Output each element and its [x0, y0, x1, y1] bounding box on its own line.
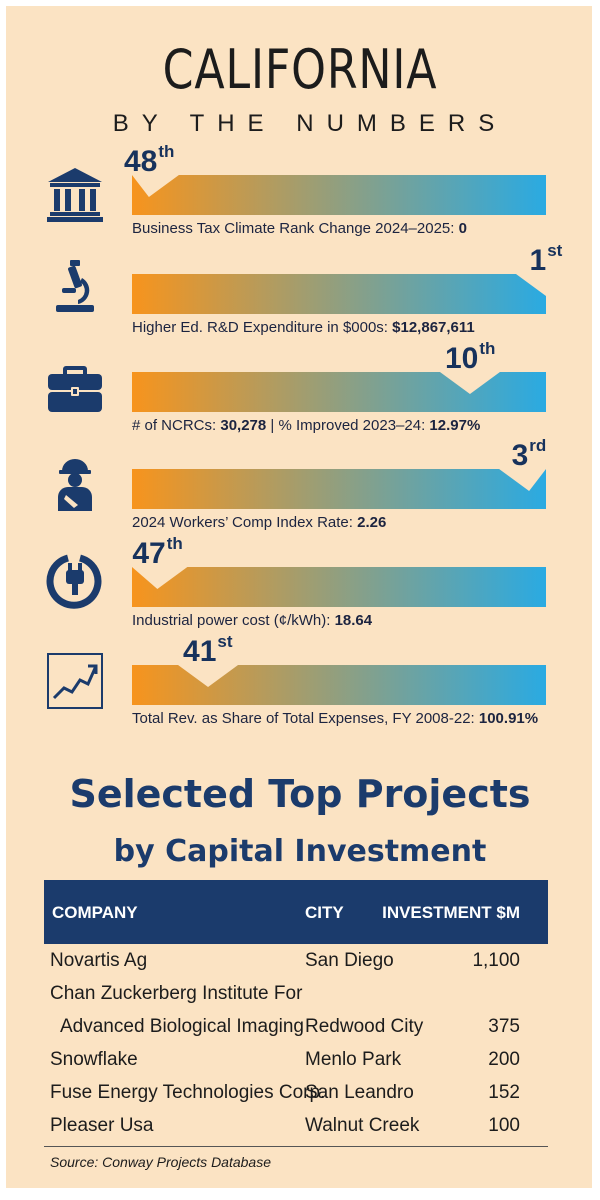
metric-bar: [132, 175, 546, 215]
metric-bar-graphic: [132, 469, 546, 509]
company-cell: Fuse Energy Technologies Corp.: [50, 1082, 326, 1103]
table-row: Pleaser Usa Walnut Creek 100: [44, 1115, 548, 1141]
metric-label: Higher Ed. R&D Expenditure in $000s:: [132, 319, 393, 336]
rank-number: 3: [511, 439, 529, 472]
metric-bar-shape: [132, 274, 546, 314]
page-subtitle: BY THE NUMBERS: [112, 110, 508, 137]
city-cell: Menlo Park: [305, 1049, 402, 1070]
investment-cell: 1,100: [472, 950, 520, 971]
metric-label: Business Tax Climate Rank Change 2024–20…: [132, 220, 459, 237]
investment-cell: 375: [488, 1016, 520, 1037]
projects-table-header: COMPANY CITY INVESTMENT $M: [44, 880, 548, 944]
table-row: Fuse Energy Technologies Corp. San Leand…: [44, 1082, 548, 1108]
metric-bar-shape: [132, 665, 546, 705]
table-row: Chan Zuckerberg Institute For: [44, 983, 548, 1009]
metric-label: Total Rev. as Share of Total Expenses, F…: [132, 710, 479, 727]
rank-label: 10th: [444, 340, 495, 375]
metric-label: # of NCRCs:: [132, 417, 221, 434]
metric-caption: Higher Ed. R&D Expenditure in $000s: $12…: [132, 319, 475, 336]
metric-caption: 2024 Workers’ Comp Index Rate: 2.26: [132, 514, 386, 531]
microscope-icon: [46, 258, 104, 316]
column-header-company: COMPANY: [52, 903, 138, 922]
projects-title: Selected Top Projects: [69, 772, 531, 816]
government-building-icon: [46, 166, 104, 224]
rank-label: 47th: [132, 535, 182, 570]
metric-bar-shape: [132, 469, 546, 509]
rank-suffix: th: [166, 534, 183, 553]
table-rule: [44, 1146, 548, 1147]
metric-value: 18.64: [334, 612, 373, 629]
company-cell: Snowflake: [50, 1049, 138, 1070]
metric-bar: [132, 469, 546, 509]
rank-suffix: rd: [529, 436, 547, 455]
rank-suffix: st: [547, 241, 563, 260]
city-cell: San Leandro: [305, 1082, 414, 1103]
metric-bar-graphic: [132, 274, 546, 314]
rank-label: 3rd: [511, 437, 547, 472]
metric-bar: [132, 372, 546, 412]
column-header-investment: INVESTMENT $M: [382, 903, 520, 922]
city-cell: Walnut Creek: [305, 1115, 420, 1136]
metric-value: 100.91%: [478, 710, 539, 727]
metric-value: 30,278: [220, 417, 267, 434]
metric-bar-graphic: [132, 567, 546, 607]
table-row: Snowflake Menlo Park 200: [44, 1049, 548, 1075]
investment-cell: 200: [488, 1049, 520, 1070]
metric-value: $12,867,611: [392, 319, 475, 336]
company-cell: Novartis Ag: [50, 950, 148, 971]
rank-suffix: st: [217, 632, 233, 651]
metric-label: 2024 Workers’ Comp Index Rate:: [132, 514, 358, 531]
investment-cell: 100: [488, 1115, 520, 1136]
rank-number: 47: [132, 537, 166, 570]
metric-label: Industrial power cost (¢/kWh):: [132, 612, 335, 629]
metric-bar-graphic: [132, 175, 546, 215]
metric-bar: [132, 567, 546, 607]
metric-bar-shape: [132, 175, 546, 215]
table-row: Advanced Biological Imaging Redwood City…: [44, 1016, 548, 1042]
rank-number: 10: [444, 342, 479, 375]
metric-value: 0: [458, 220, 467, 237]
power-plug-icon: [46, 552, 104, 610]
projects-subtitle: by Capital Investment: [113, 834, 487, 869]
rank-suffix: th: [479, 339, 496, 358]
city-cell: San Diego: [305, 950, 394, 971]
rank-label: 41st: [183, 633, 233, 668]
metric-bar: [132, 274, 546, 314]
metric-value: 12.97%: [429, 417, 481, 434]
metric-bar: [132, 665, 546, 705]
metric-caption: # of NCRCs: 30,278 | % Improved 2023–24:…: [132, 417, 480, 434]
metric-bar-graphic: [132, 665, 546, 705]
city-cell: Redwood City: [305, 1016, 424, 1037]
metric-caption: Business Tax Climate Rank Change 2024–20…: [132, 220, 467, 237]
investment-cell: 152: [488, 1082, 520, 1103]
trend-chart-icon: [46, 652, 104, 710]
rank-number: 48: [124, 145, 158, 178]
company-cell: Advanced Biological Imaging: [60, 1016, 304, 1037]
rank-suffix: th: [158, 142, 175, 161]
page-title: CALIFORNIA: [162, 38, 438, 101]
table-row: Novartis Ag San Diego 1,100: [44, 950, 548, 976]
metric-caption: Total Rev. as Share of Total Expenses, F…: [132, 710, 538, 727]
metric-value: 2.26: [357, 514, 387, 531]
column-header-city: CITY: [305, 903, 344, 922]
rank-number: 41: [183, 635, 217, 668]
company-cell: Pleaser Usa: [50, 1115, 154, 1136]
metric-bar-shape: [132, 567, 546, 607]
injured-worker-icon: [46, 455, 104, 513]
metric-bar-graphic: [132, 372, 546, 412]
metric-caption: Industrial power cost (¢/kWh): 18.64: [132, 612, 372, 629]
rank-number: 1: [529, 244, 547, 277]
metric-bar-shape: [132, 372, 546, 412]
company-cell: Chan Zuckerberg Institute For: [50, 983, 303, 1004]
briefcase-icon: [46, 358, 104, 416]
source-note: Source: Conway Projects Database: [50, 1154, 271, 1170]
rank-label: 1st: [529, 242, 563, 277]
rank-label: 48th: [124, 143, 174, 178]
metric-label: | % Improved 2023–24:: [266, 417, 430, 434]
